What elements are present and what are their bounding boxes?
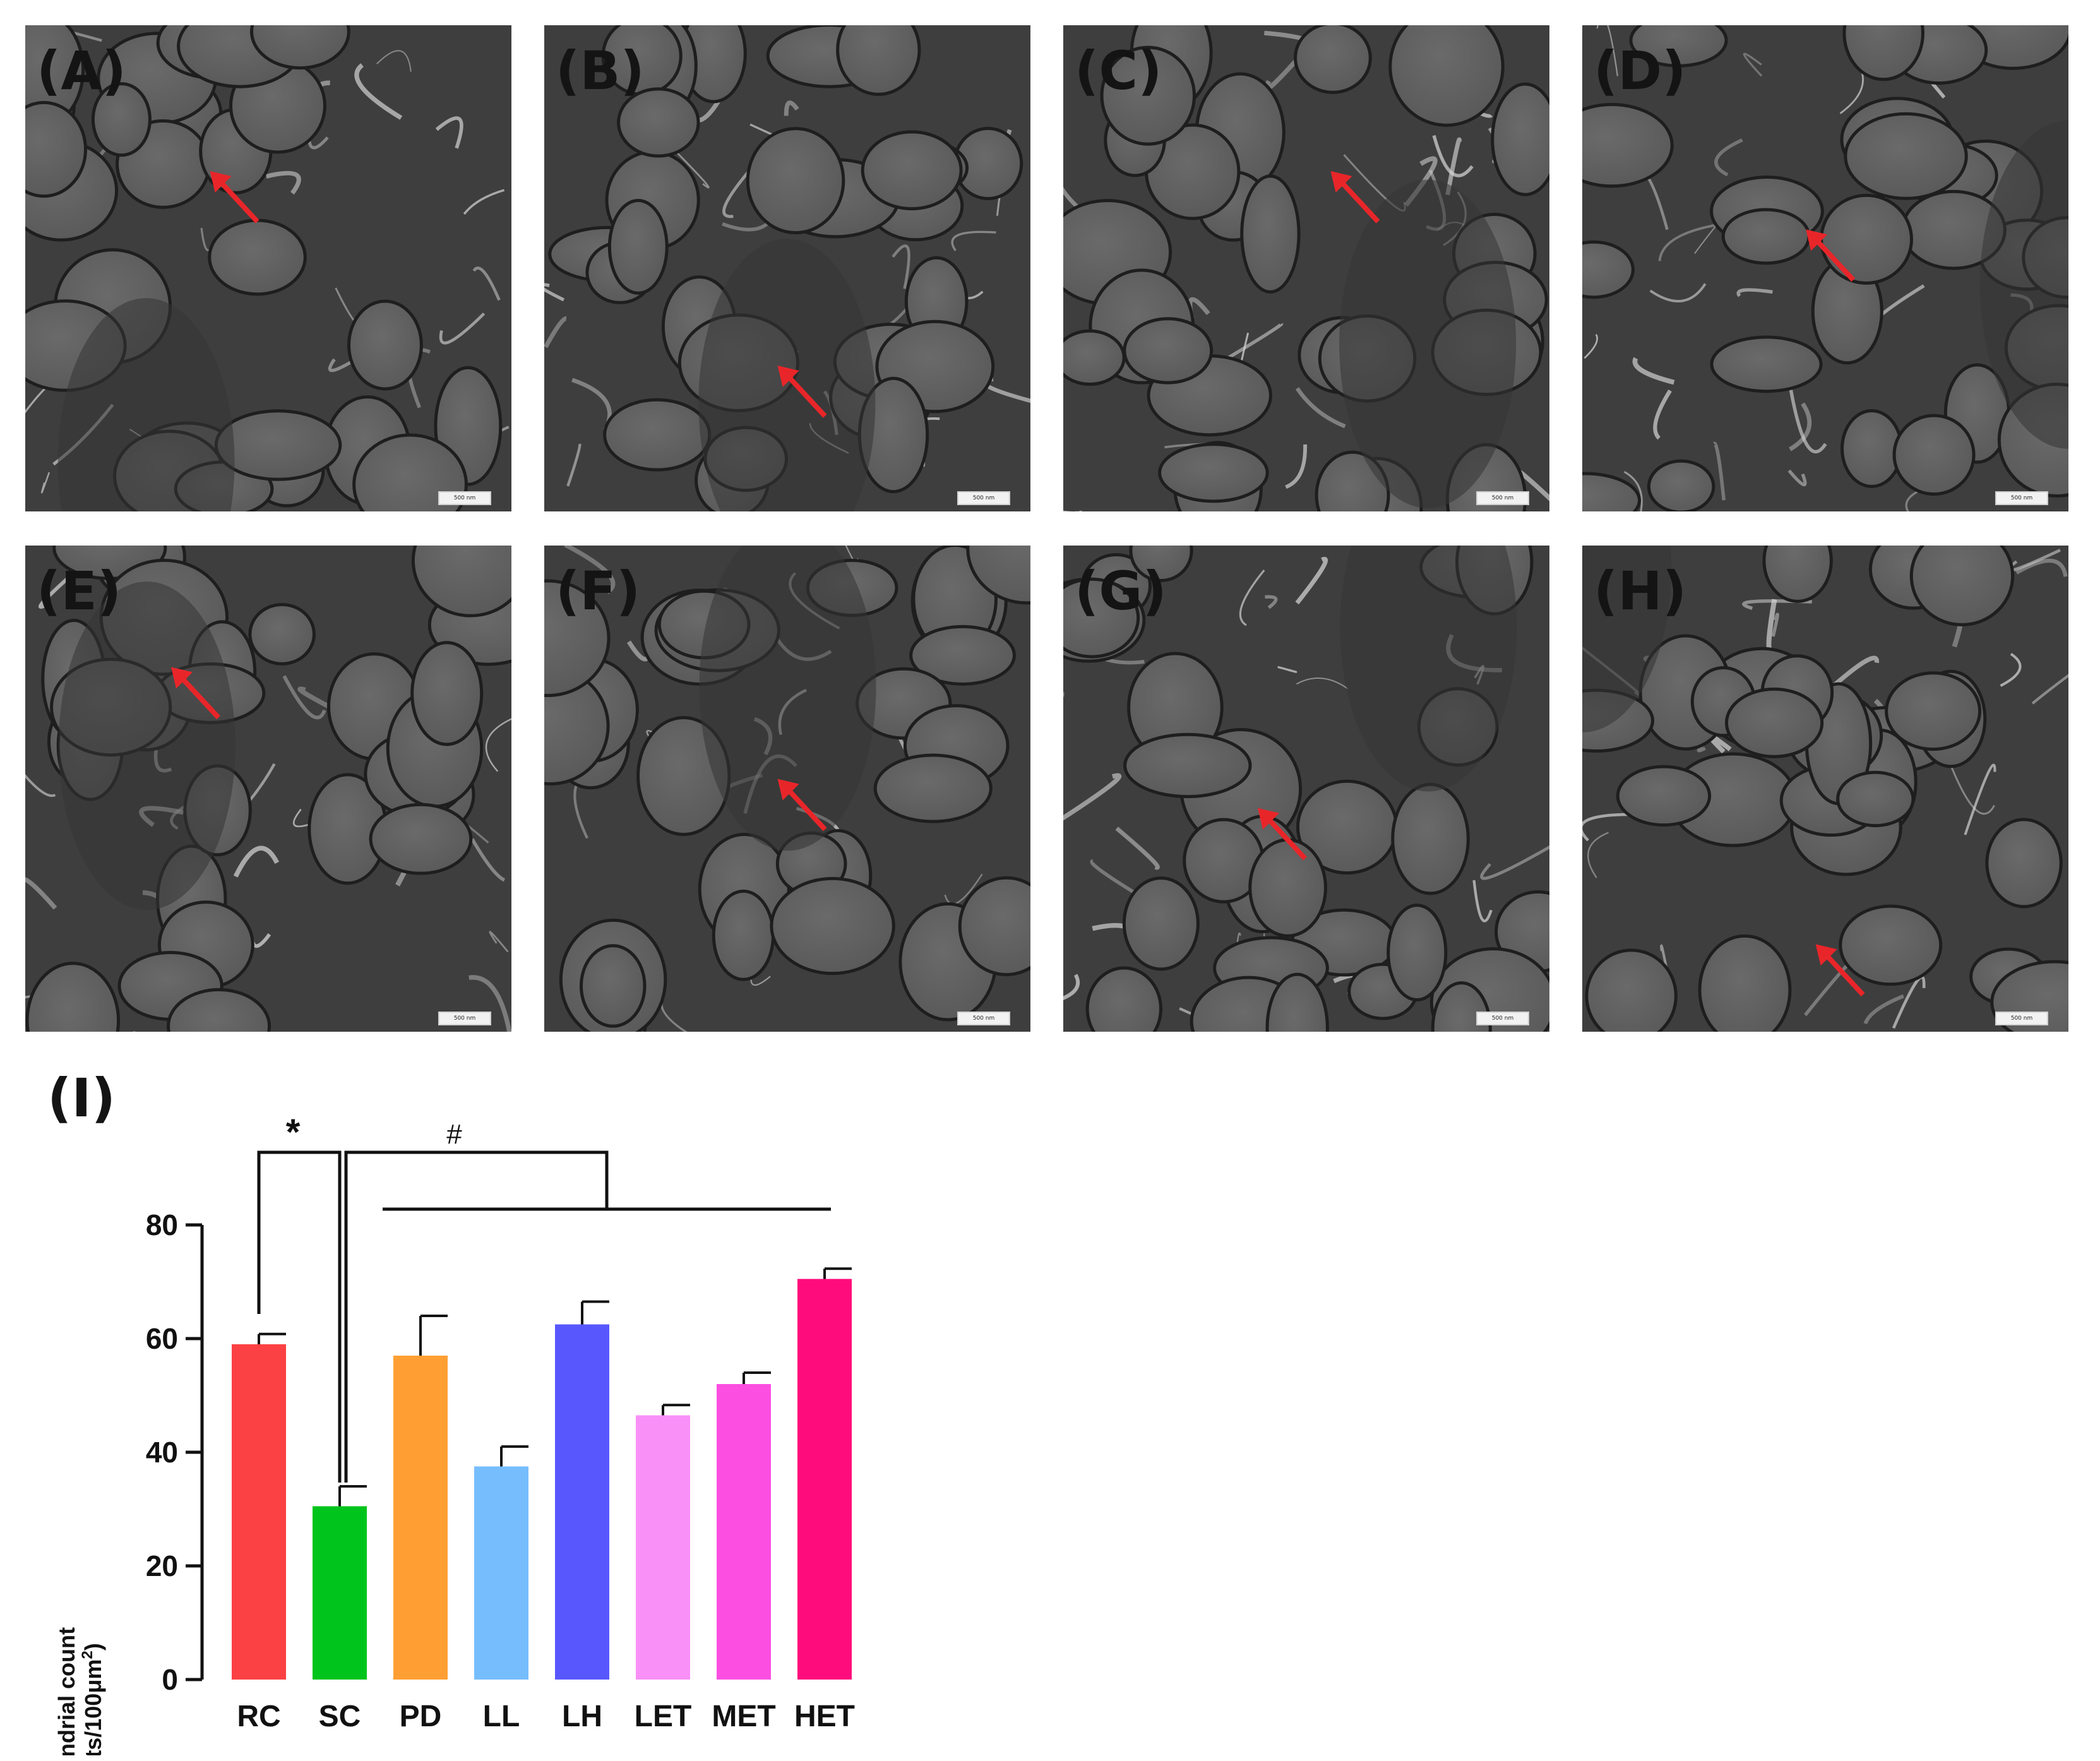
micrograph-image — [1063, 25, 1549, 511]
scale-bar: 500 nm — [1476, 491, 1529, 505]
y-axis-label-unit: (Counts/100μm — [80, 1659, 106, 1755]
red-arrow-icon — [1258, 808, 1307, 861]
bar-series — [232, 1267, 852, 1680]
scale-bar: 500 nm — [1995, 491, 2048, 505]
error-bar-let — [662, 1404, 690, 1416]
bar-pd — [393, 1356, 448, 1680]
scale-bar: 500 nm — [438, 491, 491, 505]
micrograph-panel-b: (B) 500 nm — [544, 25, 1030, 511]
micrograph-panel-a: (A) 500 nm — [25, 25, 511, 511]
y-axis-label-line2: (Counts/100μm2) — [79, 1643, 106, 1755]
micrograph-panel-e: (E) 500 nm — [25, 546, 511, 1032]
panel-label: (G) — [1075, 560, 1167, 622]
y-axis-label: mitochondrial count (Counts/100μm2) — [54, 1621, 106, 1755]
significance-star: * — [286, 1112, 301, 1153]
chart-panel-label: (I) — [47, 1067, 116, 1129]
red-arrow-icon — [210, 171, 260, 224]
error-bar-met — [743, 1371, 771, 1384]
x-tick-label: LL — [483, 1700, 520, 1733]
y-axis: 0 20 40 60 80 — [146, 1209, 204, 1696]
bar-let — [636, 1415, 690, 1680]
red-arrow-icon — [171, 667, 220, 720]
micrograph-panel-c: (C) 500 nm — [1063, 25, 1549, 511]
panel-label: (F) — [556, 560, 641, 622]
scale-bar: 500 nm — [957, 491, 1010, 505]
bar-het — [797, 1279, 852, 1680]
y-tick-label: 80 — [146, 1209, 178, 1241]
error-bar-het — [823, 1267, 852, 1279]
x-tick-label: MET — [712, 1700, 775, 1733]
panel-label: (B) — [556, 40, 645, 102]
panel-label: (A) — [37, 40, 126, 102]
micrograph-image — [544, 25, 1030, 511]
error-bar-ll — [500, 1445, 528, 1467]
x-tick-label: LH — [562, 1700, 602, 1733]
x-tick-label: SC — [319, 1700, 361, 1733]
micrograph-image — [1063, 546, 1549, 1032]
bar-ll — [474, 1466, 528, 1680]
error-bar-pd — [419, 1315, 448, 1356]
micrograph-panel-f: (F) 500 nm — [544, 546, 1030, 1032]
micrograph-panel-h: (H) 500 nm — [1582, 546, 2068, 1032]
x-tick-label: HET — [794, 1700, 855, 1733]
y-tick-label: 40 — [146, 1436, 178, 1469]
error-bar-sc — [338, 1485, 367, 1507]
y-axis-label-close: ) — [80, 1643, 106, 1651]
micrograph-image — [25, 546, 511, 1032]
scale-bar: 500 nm — [1995, 1012, 2048, 1025]
bar-lh — [555, 1324, 609, 1680]
micrograph-panel-g: (G) 500 nm — [1063, 546, 1549, 1032]
bar-rc — [232, 1344, 286, 1680]
scale-bar: 500 nm — [1476, 1012, 1529, 1025]
significance-hash: # — [446, 1119, 462, 1150]
red-arrow-icon — [1806, 229, 1856, 282]
panel-label: (C) — [1075, 40, 1162, 102]
panel-label: (E) — [37, 560, 122, 622]
red-arrow-icon — [777, 779, 827, 832]
red-arrow-icon — [1330, 171, 1380, 224]
y-tick-label: 60 — [146, 1322, 178, 1355]
red-arrow-icon — [1815, 944, 1865, 997]
bar-sc — [313, 1506, 367, 1680]
y-axis-label-line1: mitochondrial count — [54, 1627, 80, 1755]
scale-bar: 500 nm — [438, 1012, 491, 1025]
significance-bracket-rc-sc — [257, 1150, 342, 1483]
y-axis-label-superscript: 2 — [79, 1651, 96, 1659]
bar-met — [717, 1384, 771, 1680]
x-tick-label: LET — [635, 1700, 692, 1733]
scale-bar: 500 nm — [957, 1012, 1010, 1025]
panel-label: (H) — [1594, 560, 1687, 622]
error-bar-rc — [258, 1332, 286, 1344]
micrograph-image — [25, 25, 511, 511]
micrograph-image — [544, 546, 1030, 1032]
error-bar-lh — [581, 1300, 609, 1325]
x-tick-label: PD — [400, 1700, 442, 1733]
significance-brackets: * # — [257, 1112, 831, 1483]
red-arrow-icon — [777, 366, 827, 418]
x-axis-labels: RC SC PD LL LH LET MET HET — [237, 1700, 855, 1733]
panel-label: (D) — [1594, 40, 1686, 102]
micrograph-image — [1582, 25, 2068, 511]
y-tick-label: 20 — [146, 1549, 178, 1582]
x-tick-label: RC — [237, 1700, 280, 1733]
significance-bracket-sc-treatments — [344, 1150, 609, 1483]
micrograph-image — [1582, 546, 2068, 1032]
y-tick-label: 0 — [162, 1663, 178, 1696]
micrograph-panel-d: (D) 500 nm — [1582, 25, 2068, 511]
